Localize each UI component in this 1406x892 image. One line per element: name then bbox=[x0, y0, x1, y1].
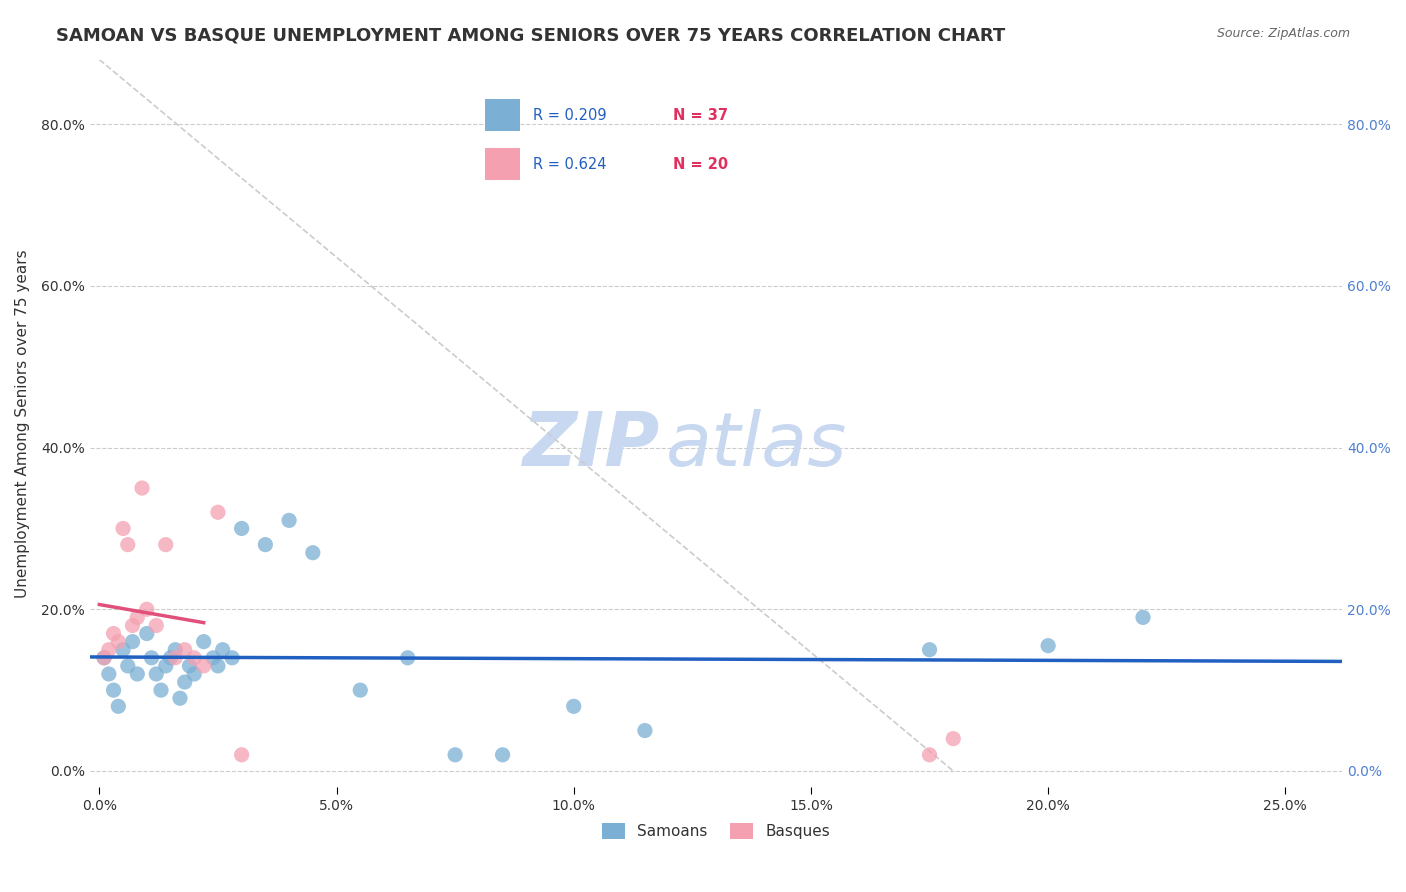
Text: atlas: atlas bbox=[666, 409, 848, 481]
Legend: Samoans, Basques: Samoans, Basques bbox=[596, 817, 837, 845]
Point bbox=[165, 642, 187, 657]
Text: Source: ZipAtlas.com: Source: ZipAtlas.com bbox=[1216, 27, 1350, 40]
Point bbox=[127, 610, 149, 624]
Point bbox=[121, 634, 143, 648]
Text: SAMOAN VS BASQUE UNEMPLOYMENT AMONG SENIORS OVER 75 YEARS CORRELATION CHART: SAMOAN VS BASQUE UNEMPLOYMENT AMONG SENI… bbox=[56, 27, 1005, 45]
Point bbox=[231, 521, 253, 535]
Point bbox=[135, 602, 157, 616]
Point bbox=[207, 659, 229, 673]
Point bbox=[1036, 639, 1059, 653]
Point bbox=[301, 546, 323, 560]
Point bbox=[169, 691, 191, 706]
Text: ZIP: ZIP bbox=[523, 409, 659, 482]
Point bbox=[112, 521, 135, 535]
Point bbox=[131, 481, 153, 495]
Point bbox=[93, 650, 115, 665]
Point bbox=[396, 650, 419, 665]
Point bbox=[193, 634, 215, 648]
Point bbox=[173, 642, 195, 657]
Point bbox=[121, 618, 143, 632]
Point bbox=[211, 642, 233, 657]
Point bbox=[918, 642, 941, 657]
Point bbox=[183, 667, 205, 681]
Point bbox=[221, 650, 243, 665]
Point bbox=[103, 626, 125, 640]
Point bbox=[918, 747, 941, 762]
Point bbox=[1132, 610, 1154, 624]
Point bbox=[165, 650, 187, 665]
Point bbox=[562, 699, 585, 714]
Point bbox=[634, 723, 657, 738]
Point bbox=[207, 505, 229, 519]
Point bbox=[173, 675, 195, 690]
Point bbox=[193, 659, 215, 673]
Point bbox=[117, 659, 139, 673]
Point bbox=[97, 667, 120, 681]
Point bbox=[97, 642, 120, 657]
Point bbox=[93, 650, 115, 665]
Point bbox=[254, 538, 277, 552]
Point bbox=[145, 618, 167, 632]
Point bbox=[145, 667, 167, 681]
Point bbox=[179, 659, 201, 673]
Point bbox=[942, 731, 965, 746]
Point bbox=[202, 650, 225, 665]
Point bbox=[159, 650, 181, 665]
Point bbox=[107, 699, 129, 714]
Point bbox=[141, 650, 163, 665]
Point bbox=[349, 683, 371, 698]
Point bbox=[135, 626, 157, 640]
Point bbox=[491, 747, 513, 762]
Point bbox=[278, 513, 301, 527]
Point bbox=[117, 538, 139, 552]
Point bbox=[112, 642, 135, 657]
Point bbox=[183, 650, 205, 665]
Point bbox=[444, 747, 467, 762]
Point bbox=[155, 659, 177, 673]
Y-axis label: Unemployment Among Seniors over 75 years: Unemployment Among Seniors over 75 years bbox=[15, 249, 30, 598]
Point bbox=[107, 634, 129, 648]
Point bbox=[150, 683, 173, 698]
Point bbox=[231, 747, 253, 762]
Point bbox=[127, 667, 149, 681]
Point bbox=[103, 683, 125, 698]
Point bbox=[155, 538, 177, 552]
